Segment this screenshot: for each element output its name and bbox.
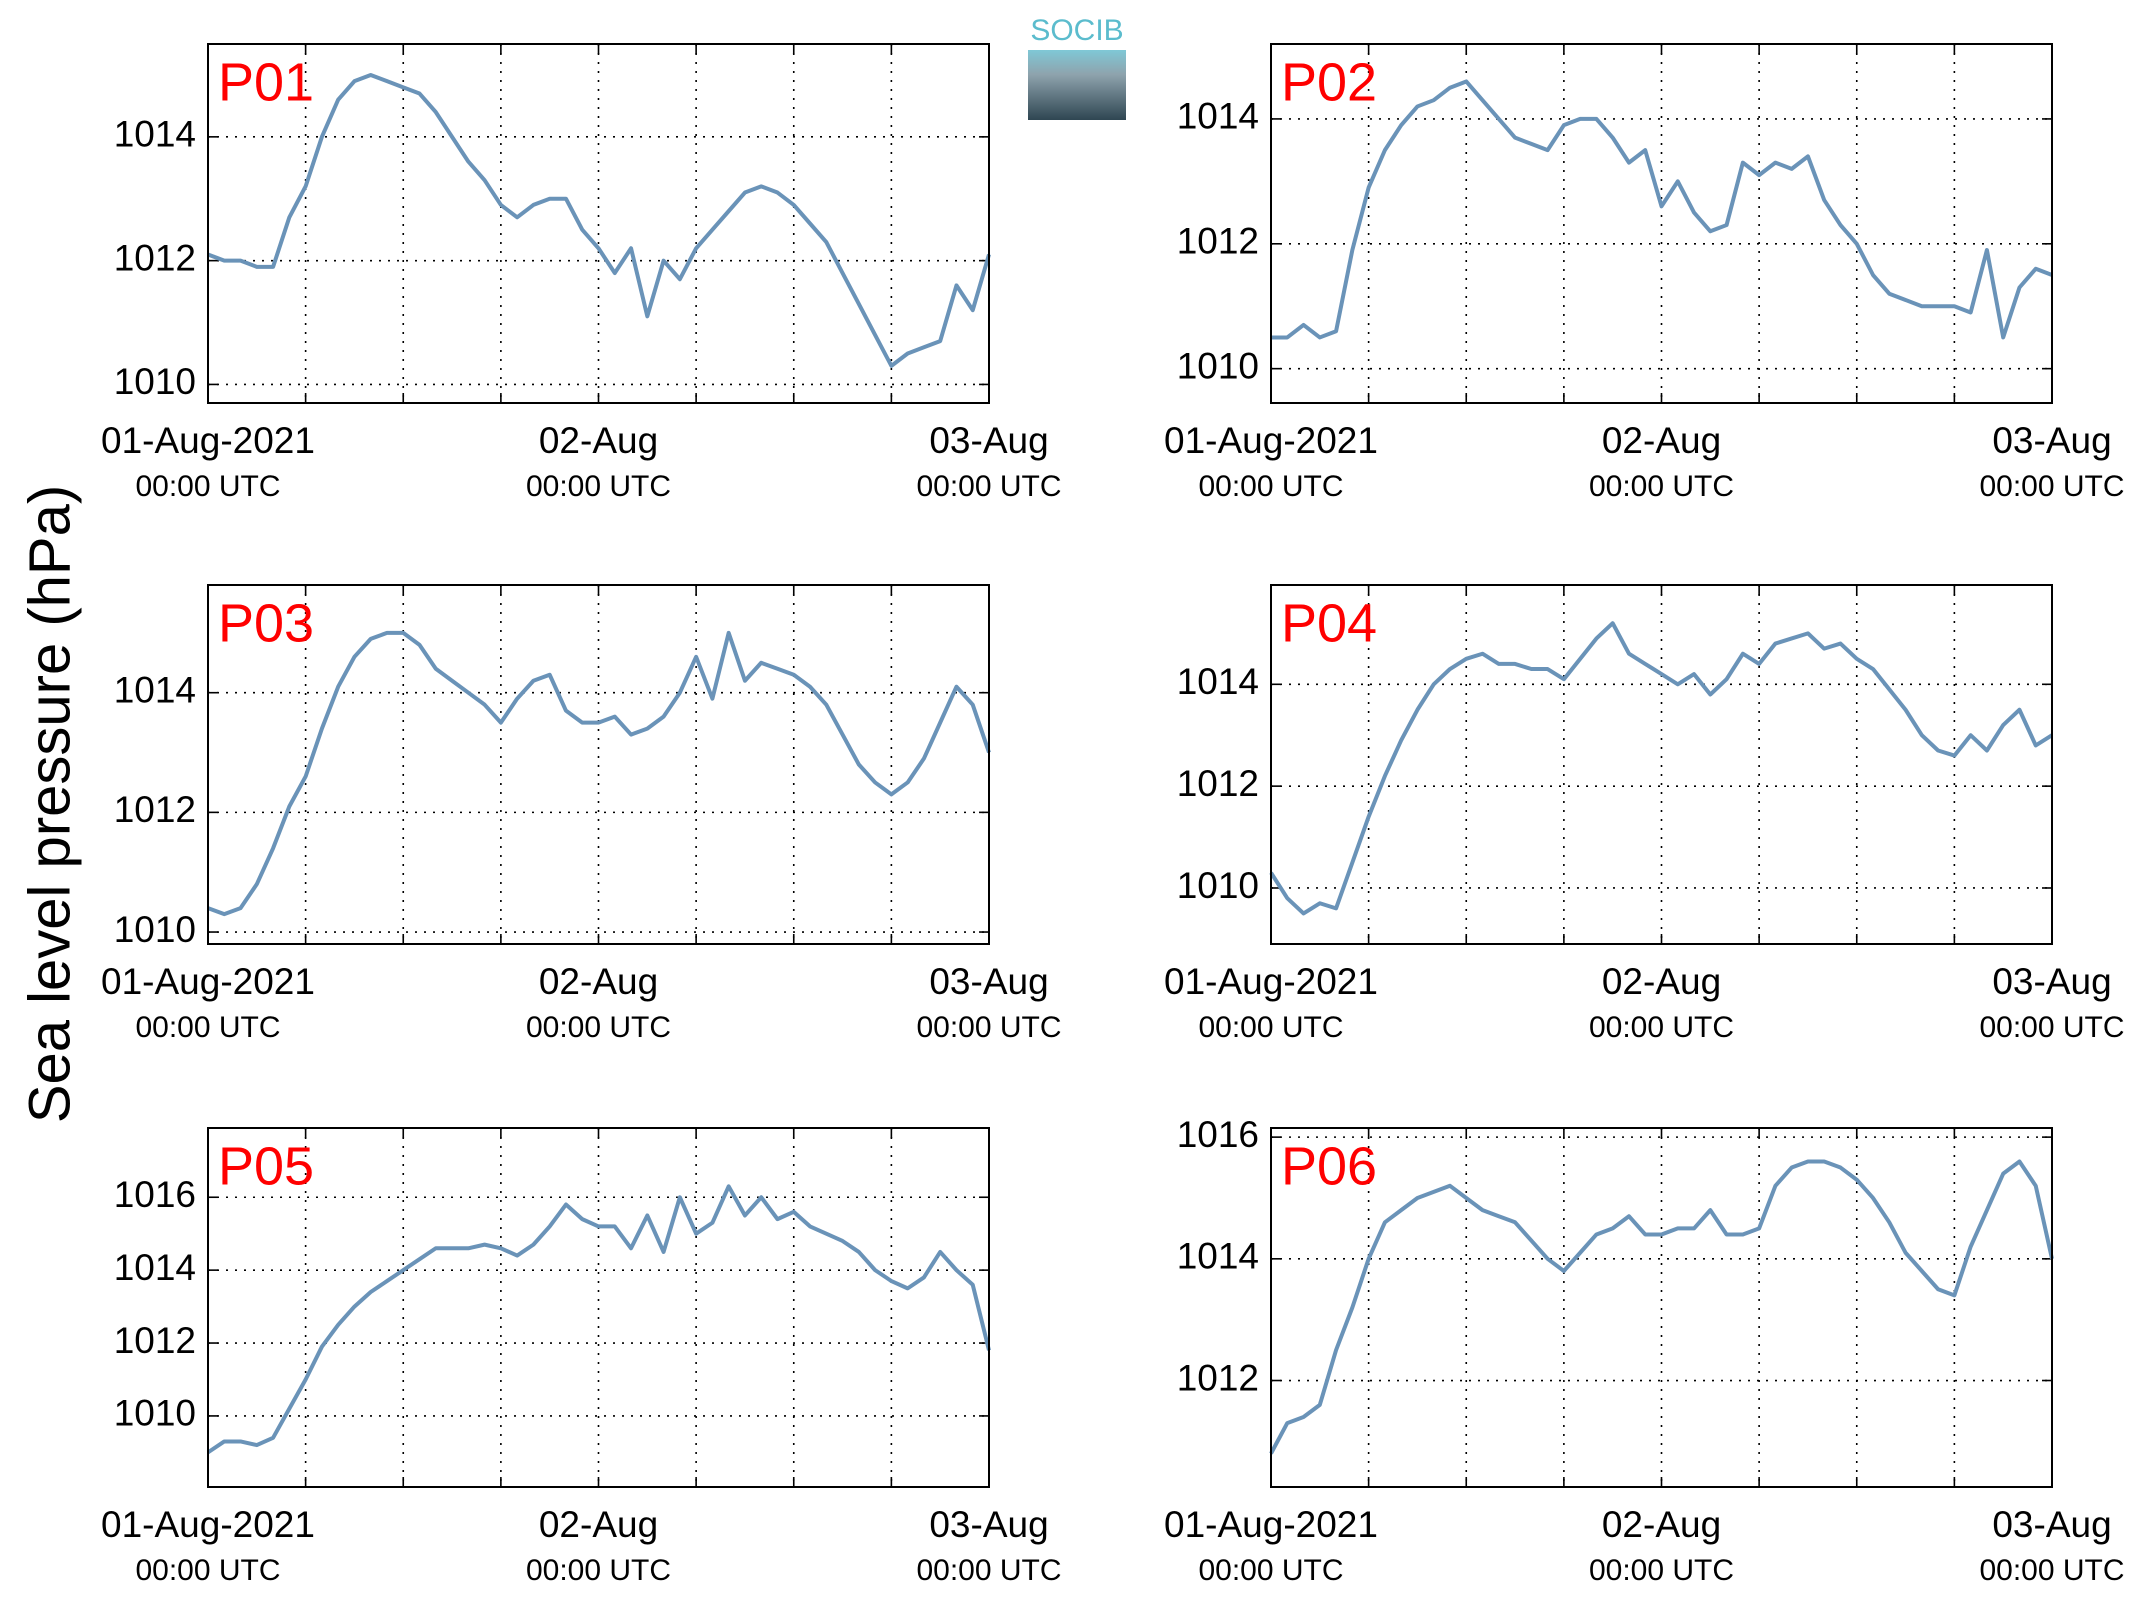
x-tick-sublabel: 00:00 UTC bbox=[526, 1011, 671, 1044]
x-tick-sublabel: 00:00 UTC bbox=[1198, 1554, 1343, 1587]
x-tick-label: 01-Aug-2021 bbox=[1164, 1504, 1378, 1545]
x-tick-sublabel: 00:00 UTC bbox=[135, 1554, 280, 1587]
y-tick-label: 1012 bbox=[1177, 1357, 1259, 1398]
x-tick-label: 01-Aug-2021 bbox=[1164, 961, 1378, 1002]
x-tick-sublabel: 00:00 UTC bbox=[1979, 470, 2124, 503]
x-tick-label: 01-Aug-2021 bbox=[101, 961, 315, 1002]
y-tick-label: 1012 bbox=[1177, 763, 1259, 804]
y-axis-label: Sea level pressure (hPa) bbox=[17, 485, 82, 1123]
panel-title: P02 bbox=[1281, 52, 1377, 112]
y-tick-label: 1012 bbox=[114, 1320, 196, 1361]
y-tick-label: 1016 bbox=[1177, 1114, 1259, 1155]
y-tick-label: 1010 bbox=[114, 1393, 196, 1434]
y-tick-label: 1014 bbox=[1177, 661, 1259, 702]
axes-box bbox=[1270, 584, 2053, 945]
x-tick-sublabel: 00:00 UTC bbox=[916, 1554, 1061, 1587]
x-tick-label: 03-Aug bbox=[929, 420, 1048, 461]
panel-title: P03 bbox=[218, 593, 314, 653]
x-tick-sublabel: 00:00 UTC bbox=[1589, 470, 1734, 503]
y-tick-label: 1012 bbox=[114, 789, 196, 830]
axes-box bbox=[207, 584, 990, 945]
y-tick-label: 1010 bbox=[1177, 865, 1259, 906]
y-tick-label: 1010 bbox=[114, 361, 196, 402]
x-tick-label: 03-Aug bbox=[1992, 961, 2111, 1002]
x-tick-sublabel: 00:00 UTC bbox=[526, 470, 671, 503]
y-tick-label: 1014 bbox=[114, 114, 196, 155]
x-tick-label: 02-Aug bbox=[539, 420, 658, 461]
logo: SOCIB bbox=[1028, 14, 1126, 120]
data-line bbox=[1269, 1159, 2054, 1455]
panel-title: P06 bbox=[1281, 1136, 1377, 1196]
x-tick-sublabel: 00:00 UTC bbox=[135, 470, 280, 503]
x-tick-label: 02-Aug bbox=[1602, 1504, 1721, 1545]
x-tick-label: 03-Aug bbox=[929, 961, 1048, 1002]
x-tick-label: 02-Aug bbox=[539, 1504, 658, 1545]
panel-title: P05 bbox=[218, 1136, 314, 1196]
y-tick-label: 1014 bbox=[114, 1247, 196, 1288]
axes-box bbox=[1270, 1127, 2053, 1488]
y-tick-label: 1014 bbox=[1177, 96, 1259, 137]
y-tick-label: 1010 bbox=[114, 909, 196, 950]
x-tick-label: 02-Aug bbox=[539, 961, 658, 1002]
y-tick-label: 1012 bbox=[1177, 221, 1259, 262]
y-tick-label: 1010 bbox=[1177, 345, 1259, 386]
y-tick-label: 1014 bbox=[1177, 1236, 1259, 1277]
x-tick-sublabel: 00:00 UTC bbox=[1589, 1554, 1734, 1587]
data-line bbox=[207, 630, 991, 917]
panel-title: P04 bbox=[1281, 593, 1377, 653]
x-tick-label: 03-Aug bbox=[1992, 420, 2111, 461]
axes-box bbox=[207, 1127, 990, 1488]
y-tick-label: 1016 bbox=[114, 1174, 196, 1215]
x-tick-label: 03-Aug bbox=[929, 1504, 1048, 1545]
x-tick-sublabel: 00:00 UTC bbox=[916, 1011, 1061, 1044]
logo-text: SOCIB bbox=[1030, 14, 1123, 47]
data-line bbox=[1271, 79, 2053, 340]
x-tick-label: 02-Aug bbox=[1602, 420, 1721, 461]
x-tick-sublabel: 00:00 UTC bbox=[135, 1011, 280, 1044]
y-tick-label: 1012 bbox=[114, 237, 196, 278]
logo-block bbox=[1028, 50, 1126, 120]
x-tick-label: 03-Aug bbox=[1992, 1504, 2111, 1545]
panel-title: P01 bbox=[218, 52, 314, 112]
x-tick-sublabel: 00:00 UTC bbox=[1589, 1011, 1734, 1044]
data-line bbox=[207, 72, 991, 368]
x-tick-label: 01-Aug-2021 bbox=[1164, 420, 1378, 461]
x-tick-sublabel: 00:00 UTC bbox=[1979, 1554, 2124, 1587]
x-tick-label: 02-Aug bbox=[1602, 961, 1721, 1002]
axes-box bbox=[207, 43, 990, 404]
data-line bbox=[1269, 621, 2054, 916]
data-line bbox=[206, 1184, 991, 1455]
y-tick-label: 1014 bbox=[114, 669, 196, 710]
axes-box bbox=[1270, 43, 2053, 404]
x-tick-sublabel: 00:00 UTC bbox=[526, 1554, 671, 1587]
x-tick-sublabel: 00:00 UTC bbox=[916, 470, 1061, 503]
x-tick-sublabel: 00:00 UTC bbox=[1979, 1011, 2124, 1044]
x-tick-label: 01-Aug-2021 bbox=[101, 420, 315, 461]
x-tick-sublabel: 00:00 UTC bbox=[1198, 1011, 1343, 1044]
x-tick-label: 01-Aug-2021 bbox=[101, 1504, 315, 1545]
x-tick-sublabel: 00:00 UTC bbox=[1198, 470, 1343, 503]
